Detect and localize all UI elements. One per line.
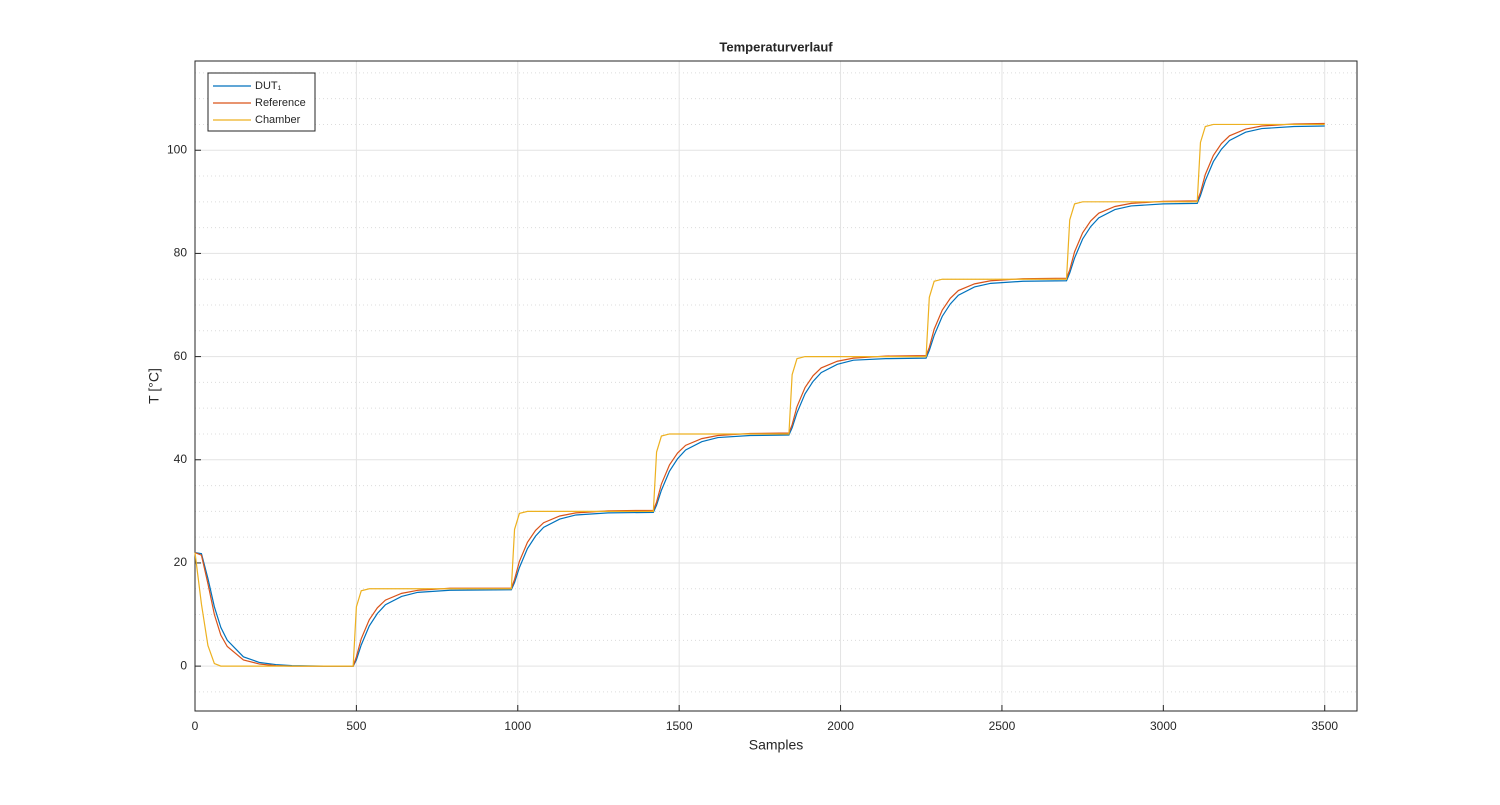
y-tick-label: 20 <box>174 555 188 569</box>
y-tick-label: 60 <box>174 349 188 363</box>
x-tick-label: 1000 <box>504 719 531 733</box>
y-tick-label: 0 <box>180 658 187 672</box>
x-tick-label: 1500 <box>666 719 693 733</box>
x-axis-label: Samples <box>749 737 803 753</box>
legend-box <box>207 72 316 132</box>
y-tick-label: 80 <box>174 246 188 260</box>
x-tick-label: 2000 <box>827 719 854 733</box>
x-tick-label: 2500 <box>989 719 1016 733</box>
x-tick-label: 0 <box>192 719 199 733</box>
chart-title: Temperaturverlauf <box>719 39 833 54</box>
y-tick-label: 40 <box>174 452 188 466</box>
legend: DUT₁ Reference Chamber <box>207 72 316 132</box>
plot-frame <box>194 60 1358 712</box>
legend-label: Chamber <box>255 114 301 126</box>
series-line <box>194 123 1325 667</box>
x-tick-label: 500 <box>346 719 366 733</box>
x-tick-label: 3000 <box>1150 719 1177 733</box>
y-axis-label: T [°C] <box>146 368 162 404</box>
legend-label: Reference <box>255 97 306 109</box>
y-tick-label: 100 <box>167 142 187 156</box>
legend-label: DUT₁ <box>255 80 282 92</box>
series-line <box>194 125 1325 667</box>
x-tick-label: 3500 <box>1311 719 1338 733</box>
